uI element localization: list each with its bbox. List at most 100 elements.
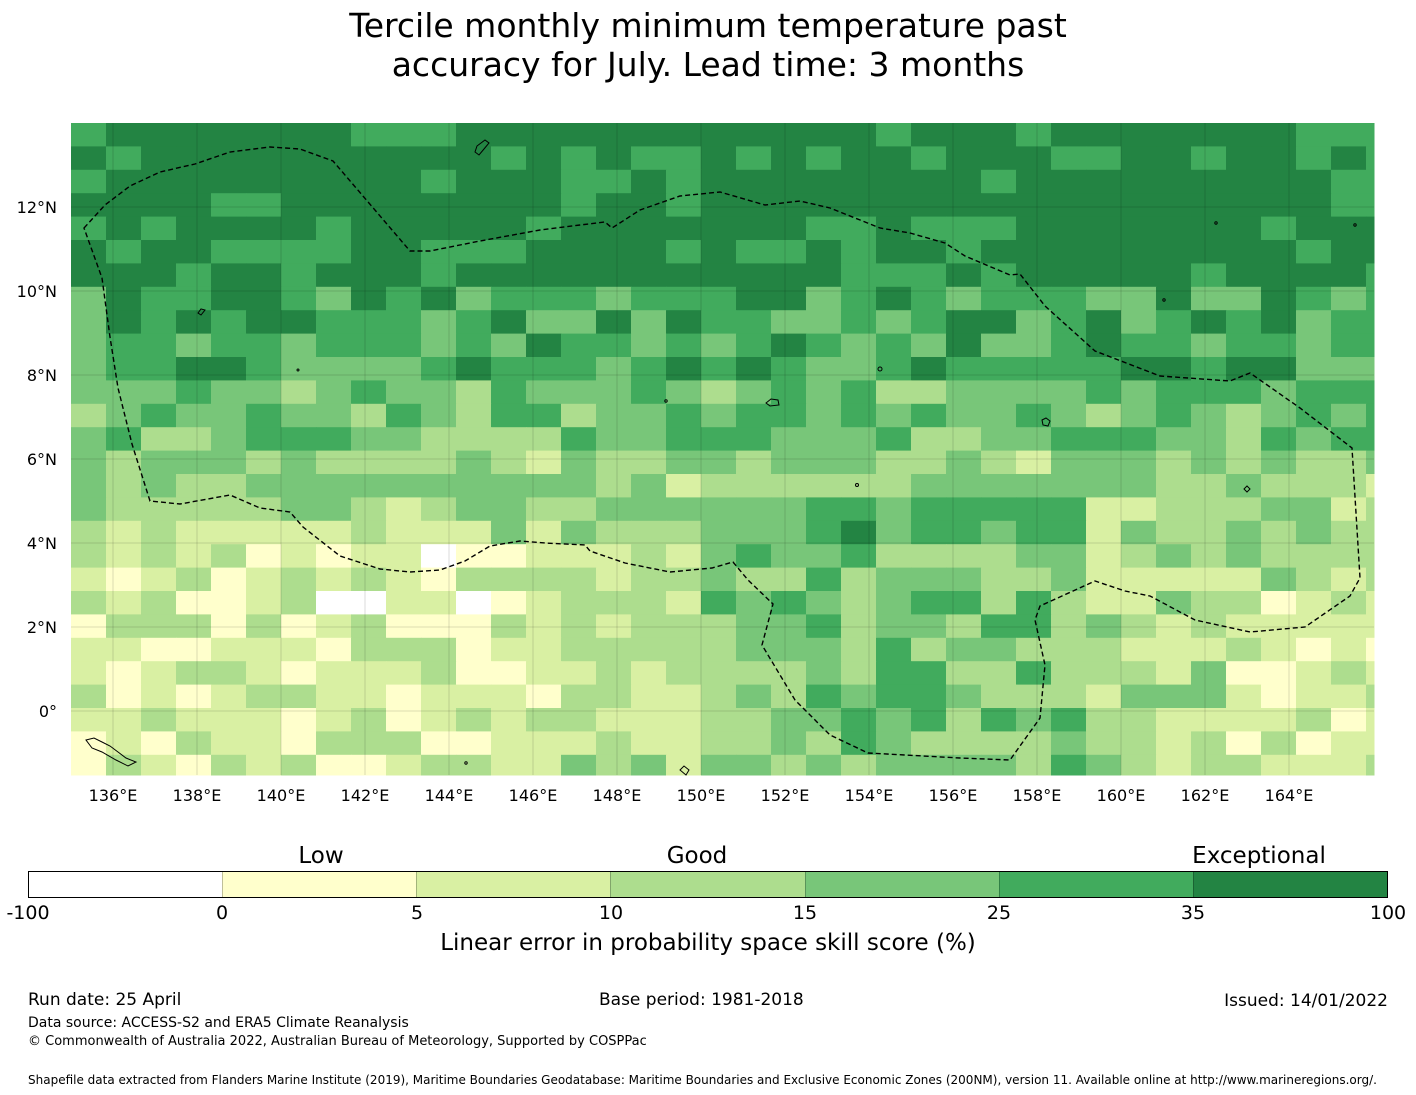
x-tick-label: 162°E: [1181, 786, 1230, 805]
grid-cell: [456, 427, 492, 452]
grid-cell: [911, 357, 947, 381]
grid-cell: [1191, 591, 1227, 615]
grid-cell: [316, 450, 352, 475]
grid-cell: [981, 731, 1017, 756]
grid-cell: [666, 123, 702, 147]
grid-cell: [631, 333, 667, 358]
grid-cell: [946, 731, 982, 756]
grid-cell: [211, 661, 247, 686]
grid-cell: [1366, 146, 1375, 171]
grid-cell: [911, 380, 947, 405]
grid-cell: [841, 286, 877, 311]
x-tick-label: 156°E: [929, 786, 978, 805]
grid-cell: [351, 427, 387, 452]
grid-cell: [1296, 380, 1332, 405]
grid-cell: [911, 754, 947, 776]
grid-cell: [211, 146, 247, 171]
grid-cell: [1226, 333, 1262, 358]
grid-cell: [666, 544, 702, 569]
grid-cell: [1366, 333, 1375, 358]
grid-cell: [491, 310, 527, 335]
grid-cell: [1051, 591, 1087, 615]
grid-cell: [71, 123, 107, 147]
grid-cell: [1226, 591, 1262, 615]
grid-cell: [876, 684, 912, 709]
grid-cell: [1261, 123, 1297, 147]
grid-cell: [1296, 544, 1332, 569]
grid-cell: [176, 427, 212, 452]
grid-cell: [246, 333, 282, 358]
grid-cell: [211, 614, 247, 639]
grid-cell: [1296, 591, 1332, 615]
grid-cell: [1086, 146, 1122, 171]
grid-cell: [351, 310, 387, 335]
grid-cell: [386, 380, 422, 405]
grid-cell: [736, 263, 772, 288]
grid-cell: [561, 310, 597, 335]
grid-cell: [736, 146, 772, 171]
grid-cell: [841, 544, 877, 569]
grid-cell: [806, 474, 842, 498]
grid-cell: [981, 450, 1017, 475]
grid-cell: [876, 216, 912, 241]
grid-cell: [71, 497, 107, 522]
grid-cell: [421, 450, 457, 475]
colorbar-segment: [222, 872, 417, 897]
grid-cell: [1331, 123, 1367, 147]
grid-cell: [1331, 684, 1367, 709]
grid-cell: [1121, 520, 1157, 545]
grid-cell: [421, 380, 457, 405]
grid-cell: [981, 661, 1017, 686]
grid-cell: [1016, 216, 1052, 241]
grid-cell: [106, 123, 142, 147]
grid-cell: [71, 357, 107, 381]
grid-cell: [771, 497, 807, 522]
grid-cell: [1156, 263, 1192, 288]
grid-cell: [1121, 427, 1157, 452]
grid-cell: [736, 684, 772, 709]
grid-cell: [141, 146, 177, 171]
x-tick-label: 144°E: [425, 786, 474, 805]
grid-cell: [1191, 614, 1227, 639]
grid-cell: [1086, 380, 1122, 405]
grid-cell: [596, 567, 632, 592]
grid-cell: [666, 591, 702, 615]
eez-boundary: [83, 146, 1361, 761]
grid-cell: [281, 497, 317, 522]
grid-cell: [1156, 520, 1192, 545]
x-tick-label: 158°E: [1013, 786, 1062, 805]
run-date: Run date: 25 April: [28, 990, 182, 1010]
grid-cell: [876, 123, 912, 147]
grid-cell: [491, 216, 527, 241]
grid-cell: [981, 403, 1017, 428]
grid-cell: [806, 520, 842, 545]
grid-cell: [281, 380, 317, 405]
grid-cell: [106, 731, 142, 756]
grid-cell: [176, 731, 212, 756]
grid-cell: [1156, 286, 1192, 311]
grid-cell: [456, 450, 492, 475]
grid-cell: [421, 310, 457, 335]
grid-cell: [106, 380, 142, 405]
grid-cell: [1121, 474, 1157, 498]
grid-cell: [1296, 193, 1332, 218]
grid-cell: [1296, 146, 1332, 171]
grid-cell: [1226, 731, 1262, 756]
grid-cell: [701, 591, 737, 615]
grid-cell: [246, 310, 282, 335]
grid-cell: [666, 169, 702, 194]
pohnpei-outline: [1041, 417, 1051, 427]
grid-cell: [946, 450, 982, 475]
grid-cell: [351, 731, 387, 756]
grid-cell: [911, 310, 947, 335]
grid-cell: [211, 731, 247, 756]
grid-cell: [1051, 240, 1087, 264]
grid-cell: [666, 637, 702, 662]
grid-cell: [351, 263, 387, 288]
grid-cell: [841, 661, 877, 686]
grid-cell: [701, 567, 737, 592]
grid-cell: [596, 123, 632, 147]
grid-cell: [561, 614, 597, 639]
grid-cell: [1331, 427, 1367, 452]
x-tick-label: 152°E: [761, 786, 810, 805]
